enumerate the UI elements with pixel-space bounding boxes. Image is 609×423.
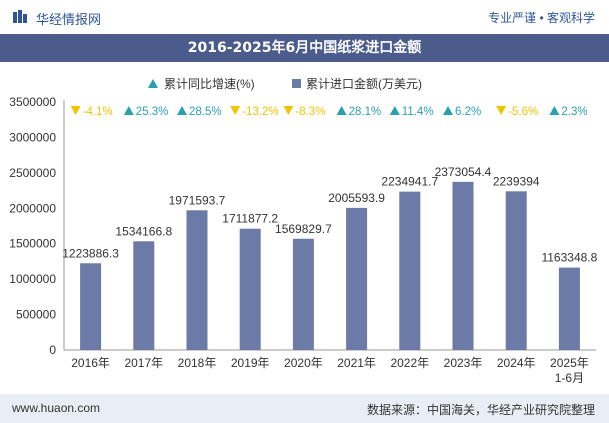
x-tick-label: 2020年 — [284, 356, 323, 370]
bar-value-label: 1711877.2 — [222, 212, 278, 226]
legend-growth-marker — [148, 79, 158, 88]
y-tick-label: 2000000 — [9, 201, 56, 215]
huajing-logo-icon — [13, 10, 27, 23]
growth-label: 2.3% — [561, 106, 587, 118]
bar — [80, 263, 102, 350]
x-tick-label: 2017年 — [124, 356, 163, 370]
bar-value-label: 2373054.4 — [435, 165, 492, 179]
x-tick-label: 2019年 — [231, 356, 270, 370]
y-tick-label: 3000000 — [9, 130, 56, 144]
bar — [558, 267, 580, 350]
y-tick-label: 500000 — [16, 308, 56, 322]
growth-label: -8.3% — [295, 106, 325, 118]
bar-value-label: 2005593.9 — [328, 191, 385, 205]
chart-title: 2016-2025年6月中国纸浆进口金额 — [187, 40, 422, 56]
x-tick-label: 2018年 — [178, 356, 217, 370]
top-bar — [0, 0, 609, 34]
brand-name: 华经情报网 — [36, 12, 102, 27]
growth-up-icon — [123, 106, 134, 115]
legend-amount-marker — [292, 79, 301, 88]
growth-label: 6.2% — [455, 106, 481, 118]
growth-label: -4.1% — [83, 106, 113, 118]
growth-down-icon — [283, 106, 294, 115]
y-tick-label: 1000000 — [9, 272, 56, 286]
growth-label: 25.3% — [136, 106, 169, 118]
y-tick-label: 0 — [49, 343, 56, 357]
growth-label: 11.4% — [402, 106, 434, 118]
bar — [346, 207, 368, 350]
growth-label: 28.5% — [189, 106, 222, 118]
growth-up-icon — [336, 106, 347, 115]
bar — [452, 181, 474, 350]
x-tick-label: 2024年 — [497, 356, 536, 370]
footer-source: 数据来源：中国海关，华经产业研究院整理 — [366, 403, 595, 417]
growth-up-icon — [177, 106, 187, 115]
bar-value-label: 1534166.8 — [115, 224, 172, 238]
title-bar — [0, 34, 609, 62]
growth-down-icon — [70, 106, 81, 115]
bar-chart: 累计同比增速(%) 累计进口金额(万美元) 0 500000 1000000 150000… — [9, 76, 597, 385]
bar — [505, 191, 527, 350]
bar — [239, 228, 261, 350]
growth-label: -5.6% — [508, 106, 538, 118]
bar — [133, 241, 155, 350]
footer-site: www.huaon.com — [12, 401, 101, 415]
growth-label: -13.2% — [242, 106, 278, 118]
tagline: 专业严谨 • 客观科学 — [488, 11, 595, 25]
growth-label: 28.1% — [349, 106, 382, 118]
bar-value-label: 1569829.7 — [275, 222, 332, 236]
bar — [186, 210, 208, 350]
growth-up-icon — [389, 106, 400, 115]
legend-growth-label: 累计同比增速(%) — [164, 77, 255, 91]
bar — [292, 238, 314, 350]
x-tick-label: 2022年 — [390, 356, 429, 370]
bar — [399, 191, 421, 350]
x-tick-label: 2021年 — [337, 356, 376, 370]
growth-up-icon — [549, 106, 560, 115]
growth-down-icon — [496, 106, 507, 115]
footer-bar — [0, 394, 609, 423]
y-tick-label: 3500000 — [9, 95, 56, 109]
bar-value-label: 1223886.3 — [62, 246, 119, 260]
y-tick-label: 2500000 — [9, 166, 56, 180]
x-tick-label: 2025年 1-6月 — [550, 356, 589, 385]
growth-up-icon — [443, 106, 453, 115]
x-tick-label: 2016年 — [71, 356, 110, 370]
y-tick-label: 1500000 — [9, 237, 56, 251]
x-tick-label: 2023年 — [444, 356, 483, 370]
bar-value-label: 2239394 — [493, 174, 540, 188]
bar-value-label: 1971593.7 — [169, 193, 226, 207]
legend-amount-label: 累计进口金额(万美元) — [306, 76, 422, 91]
bar-value-label: 1163348.8 — [541, 251, 597, 265]
bar-value-label: 2234941.7 — [381, 175, 438, 189]
growth-down-icon — [230, 106, 241, 115]
